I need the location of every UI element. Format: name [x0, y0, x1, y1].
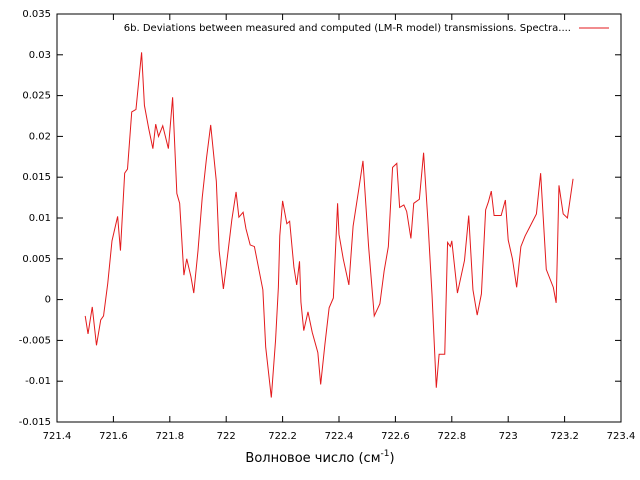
y-tick-label: 0.005 — [22, 254, 51, 265]
y-tick-label: -0.01 — [25, 376, 51, 387]
y-tick-label: 0.025 — [22, 91, 51, 102]
x-tick-label: 723 — [499, 431, 518, 442]
x-tick-label: 722 — [217, 431, 236, 442]
x-tick-label: 723.2 — [550, 431, 579, 442]
x-tick-label: 722.2 — [268, 431, 297, 442]
x-tick-label: 721.6 — [99, 431, 128, 442]
x-tick-label: 723.4 — [607, 431, 636, 442]
y-tick-label: 0 — [45, 295, 51, 306]
legend-label: 6b. Deviations between measured and comp… — [124, 23, 571, 34]
x-tick-label: 722.8 — [437, 431, 466, 442]
y-tick-label: 0.015 — [22, 172, 51, 183]
y-tick-label: 0.03 — [29, 50, 51, 61]
x-axis-label-sup: -1 — [381, 449, 390, 459]
x-axis-label-tail: ) — [389, 451, 394, 466]
data-line — [84, 52, 574, 398]
y-tick-label: 0.035 — [22, 9, 51, 20]
x-tick-label: 721.4 — [43, 431, 72, 442]
x-tick-label: 722.6 — [381, 431, 410, 442]
y-tick-label: 0.02 — [29, 131, 51, 142]
x-axis-label-main: Волновое число (см — [245, 451, 380, 466]
x-axis-label: Волновое число (см-1) — [245, 449, 394, 466]
y-tick-label: -0.005 — [19, 335, 51, 346]
y-tick-label: -0.015 — [19, 417, 51, 428]
x-tick-label: 721.8 — [155, 431, 184, 442]
x-tick-label: 722.4 — [325, 431, 354, 442]
y-tick-label: 0.01 — [29, 213, 51, 224]
plot-frame — [56, 13, 622, 423]
